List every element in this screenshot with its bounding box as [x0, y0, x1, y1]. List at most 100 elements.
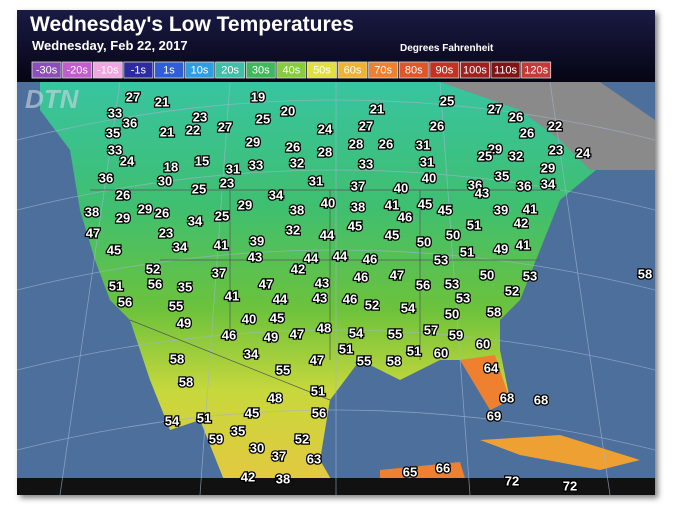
temperature-label: 53 — [456, 290, 470, 305]
temperature-label: 36 — [517, 178, 531, 193]
temperature-label: 50 — [446, 227, 460, 242]
temperature-label: 58 — [638, 266, 652, 281]
temperature-label: 40 — [394, 180, 408, 195]
temperature-label: 55 — [169, 298, 183, 313]
temperature-label: 32 — [286, 222, 300, 237]
temperature-label: 59 — [449, 327, 463, 342]
temperature-label: 26 — [430, 118, 444, 133]
temperature-label: 47 — [390, 267, 404, 282]
temperature-label: 43 — [315, 275, 329, 290]
temperature-label: 54 — [165, 413, 180, 428]
temperature-label: 55 — [388, 326, 402, 341]
temperature-label: 34 — [173, 239, 188, 254]
temperature-label: 44 — [333, 248, 348, 263]
temperature-label: 66 — [436, 460, 450, 475]
temperature-label: 22 — [186, 122, 200, 137]
legend-swatch — [490, 61, 521, 79]
temperature-label: 39 — [250, 233, 264, 248]
temperature-label: 58 — [387, 353, 401, 368]
legend-swatch — [215, 61, 246, 79]
temperature-label: 31 — [420, 154, 434, 169]
temperature-label: 23 — [549, 142, 563, 157]
temperature-label: 25 — [192, 181, 206, 196]
legend-label: 70s — [374, 64, 392, 76]
borders — [90, 189, 560, 401]
legend-swatch — [368, 61, 399, 79]
temperature-label: 33 — [359, 156, 373, 171]
temperature-label: 23 — [159, 225, 173, 240]
temperature-label: 54 — [401, 300, 416, 315]
legend-label: 90s — [435, 64, 453, 76]
legend-label: 40s — [282, 64, 300, 76]
legend-label: 1s — [163, 64, 175, 76]
temperature-label: 46 — [222, 327, 236, 342]
temperature-label: 30 — [250, 440, 264, 455]
temperature-label: 45 — [385, 227, 399, 242]
temperature-label: 41 — [523, 201, 537, 216]
temperature-label: 64 — [484, 360, 499, 375]
temperature-label: 58 — [487, 304, 501, 319]
temperature-label: 65 — [403, 464, 417, 479]
legend-swatch — [92, 61, 123, 79]
legend-label: 60s — [344, 64, 362, 76]
temperature-label: 55 — [357, 353, 371, 368]
temperature-label: 45 — [418, 196, 432, 211]
temperature-label: 34 — [269, 187, 284, 202]
legend-swatch — [184, 61, 215, 79]
temperature-label: 26 — [379, 136, 393, 151]
temperature-label: 22 — [548, 118, 562, 133]
temperature-label: 42 — [514, 215, 528, 230]
temperature-label: 51 — [109, 278, 123, 293]
temperature-label: 53 — [523, 268, 537, 283]
temperature-label: 38 — [351, 199, 365, 214]
temperature-label: 34 — [541, 176, 556, 191]
temperature-label: 59 — [209, 431, 223, 446]
legend-label: -20s — [66, 64, 88, 76]
temperature-label: 30 — [158, 173, 172, 188]
temperature-label: 51 — [339, 341, 353, 356]
temperature-label: 52 — [365, 297, 379, 312]
legend-swatch — [429, 61, 460, 79]
temperature-label: 31 — [309, 173, 323, 188]
temperature-label: 57 — [424, 322, 438, 337]
temperature-label: 63 — [307, 451, 321, 466]
temperature-label: 51 — [467, 217, 481, 232]
temperature-label: 49 — [264, 329, 278, 344]
temperature-label: 58 — [170, 351, 184, 366]
temperature-label: 41 — [385, 197, 399, 212]
temperature-label: 60 — [434, 345, 448, 360]
temperature-label: 27 — [126, 89, 140, 104]
temperature-label: 38 — [290, 202, 304, 217]
temperature-label: 69 — [487, 408, 501, 423]
temperature-label: 24 — [576, 145, 591, 160]
temperature-label: 33 — [249, 157, 263, 172]
temperature-label: 50 — [480, 267, 494, 282]
temperature-label: 25 — [256, 111, 270, 126]
temperature-label: 38 — [85, 204, 99, 219]
title: Wednesday's Low Temperatures — [30, 13, 354, 36]
temperature-label: 49 — [177, 315, 191, 330]
temperature-label: 56 — [118, 294, 132, 309]
legend-label: 80s — [405, 64, 423, 76]
temperature-label: 44 — [304, 250, 319, 265]
temperature-label: 26 — [520, 125, 534, 140]
temperature-label: 28 — [349, 136, 363, 151]
temperature-label: 26 — [155, 205, 169, 220]
temperature-label: 56 — [148, 276, 162, 291]
temperature-label: 34 — [188, 213, 203, 228]
temperature-label: 15 — [195, 153, 209, 168]
subtitle: Wednesday, Feb 22, 2017 — [32, 38, 188, 53]
graticule — [17, 82, 655, 495]
temperature-label: 55 — [276, 362, 290, 377]
temperature-label: 24 — [120, 153, 135, 168]
legend-swatch — [459, 61, 490, 79]
temperature-label: 33 — [108, 142, 122, 157]
temperature-label: 42 — [291, 261, 305, 276]
legend-label: 10s — [191, 64, 209, 76]
temperature-label: 56 — [416, 277, 430, 292]
temperature-label: 41 — [516, 237, 530, 252]
temperature-label: 35 — [495, 168, 509, 183]
temperature-label: 33 — [108, 105, 122, 120]
temperature-label: 42 — [241, 469, 255, 484]
